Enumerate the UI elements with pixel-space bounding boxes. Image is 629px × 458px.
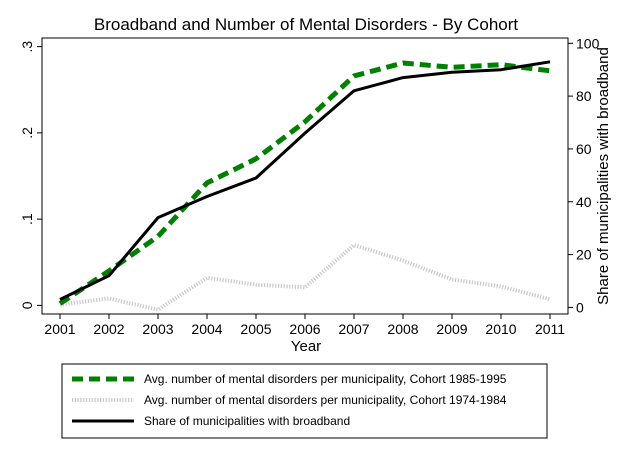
legend-label-1: Avg. number of mental disorders per muni… xyxy=(144,393,507,407)
x-tick-label: 2003 xyxy=(142,321,173,337)
y-left-tick-label: .3 xyxy=(19,41,35,53)
series-line-2 xyxy=(59,60,551,301)
legend-label-2: Share of municipalities with broadband xyxy=(144,414,350,428)
x-tick-label: 2004 xyxy=(191,321,222,337)
legend-label-0: Avg. number of mental disorders per muni… xyxy=(144,372,507,386)
series-layer xyxy=(58,60,551,312)
plot-frame xyxy=(41,37,569,315)
y-right-tick-label: 80 xyxy=(576,88,592,104)
legend-layer: Avg. number of mental disorders per muni… xyxy=(72,372,507,428)
y-left-tick-label: 0 xyxy=(19,301,35,309)
x-tick-label: 2009 xyxy=(436,321,467,337)
y-right-axis-title: Share of municipalities with broadband xyxy=(595,47,612,305)
legend-box xyxy=(61,363,548,439)
axes-layer: 2001 2002 2003 2004 2005 2006 2007 2008 2009 2010… xyxy=(19,35,600,337)
y-right-tick-label: 60 xyxy=(576,141,592,157)
y-right-tick-label: 20 xyxy=(576,247,592,263)
x-tick-label: 2007 xyxy=(338,321,369,337)
series-line-0 xyxy=(58,60,551,306)
x-tick-label: 2008 xyxy=(387,321,418,337)
y-right-tick-label: 40 xyxy=(576,194,592,210)
y-left-tick-label: .1 xyxy=(19,213,35,225)
x-tick-label: 2011 xyxy=(535,321,565,337)
x-tick-label: 2006 xyxy=(289,321,320,337)
x-tick-label: 2002 xyxy=(93,321,124,337)
x-axis-title: Year xyxy=(291,338,321,355)
y-right-tick-label: 0 xyxy=(576,299,584,315)
x-tick-label: 2005 xyxy=(240,321,271,337)
chart-title: Broadband and Number of Mental Disorders… xyxy=(94,15,519,34)
y-right-tick-label: 100 xyxy=(576,35,600,51)
y-left-tick-label: .2 xyxy=(19,127,35,139)
x-tick-label: 2010 xyxy=(485,321,516,337)
x-tick-label: 2001 xyxy=(44,321,75,337)
